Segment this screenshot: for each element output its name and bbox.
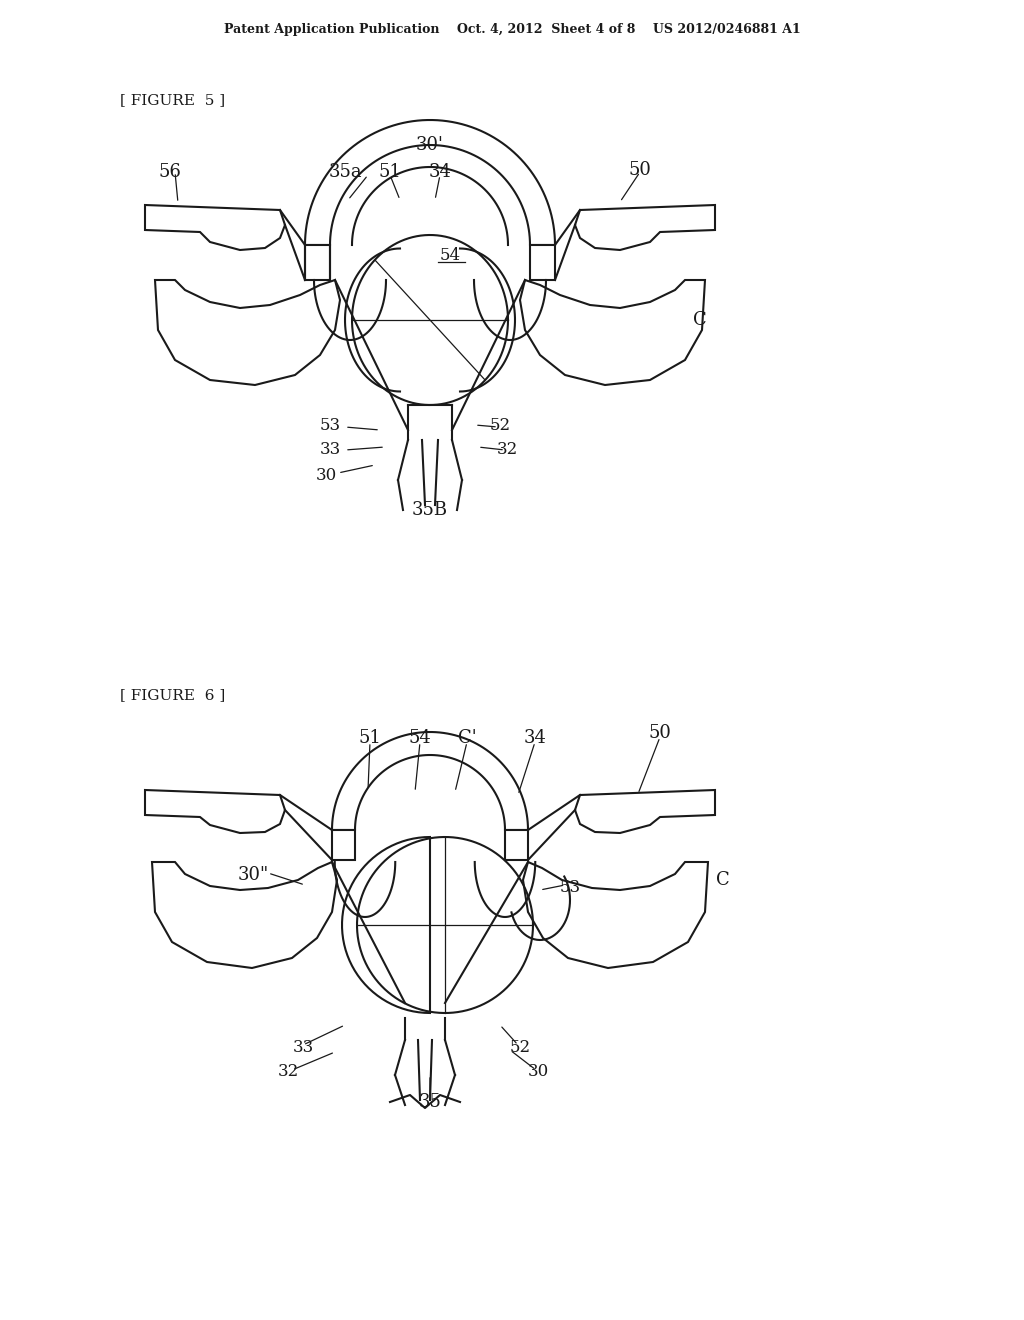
Polygon shape bbox=[155, 280, 340, 385]
Polygon shape bbox=[523, 862, 708, 968]
Polygon shape bbox=[520, 280, 705, 385]
Text: 56: 56 bbox=[159, 162, 181, 181]
Text: 35: 35 bbox=[419, 1093, 441, 1111]
Text: 50: 50 bbox=[629, 161, 651, 180]
Text: 34: 34 bbox=[429, 162, 452, 181]
Polygon shape bbox=[152, 862, 337, 968]
Text: 35a: 35a bbox=[328, 162, 361, 181]
Text: C: C bbox=[716, 871, 730, 888]
Text: 54: 54 bbox=[409, 729, 431, 747]
Polygon shape bbox=[305, 120, 555, 246]
Text: 32: 32 bbox=[497, 441, 517, 458]
Polygon shape bbox=[332, 830, 355, 861]
Text: C: C bbox=[693, 312, 707, 329]
Text: 35B: 35B bbox=[412, 502, 449, 519]
Polygon shape bbox=[575, 205, 715, 249]
Text: 53: 53 bbox=[559, 879, 581, 896]
Polygon shape bbox=[342, 837, 430, 1012]
Polygon shape bbox=[505, 830, 528, 861]
Text: 51: 51 bbox=[379, 162, 401, 181]
Text: 51: 51 bbox=[358, 729, 381, 747]
Polygon shape bbox=[305, 246, 330, 280]
Text: 30': 30' bbox=[416, 136, 444, 154]
Text: [ FIGURE  5 ]: [ FIGURE 5 ] bbox=[120, 92, 225, 107]
Text: Patent Application Publication    Oct. 4, 2012  Sheet 4 of 8    US 2012/0246881 : Patent Application Publication Oct. 4, 2… bbox=[223, 24, 801, 37]
Text: [ FIGURE  6 ]: [ FIGURE 6 ] bbox=[120, 688, 225, 702]
Text: 33: 33 bbox=[319, 441, 341, 458]
Polygon shape bbox=[145, 789, 285, 833]
Text: C': C' bbox=[458, 729, 476, 747]
Polygon shape bbox=[530, 246, 555, 280]
Text: 53: 53 bbox=[319, 417, 341, 433]
Text: 32: 32 bbox=[278, 1064, 299, 1081]
Polygon shape bbox=[332, 733, 528, 830]
Text: 33: 33 bbox=[293, 1040, 313, 1056]
Polygon shape bbox=[575, 789, 715, 833]
Text: 30: 30 bbox=[527, 1064, 549, 1081]
Text: 30": 30" bbox=[238, 866, 268, 884]
Text: 52: 52 bbox=[509, 1040, 530, 1056]
Text: 50: 50 bbox=[648, 723, 672, 742]
Text: 52: 52 bbox=[489, 417, 511, 433]
Text: 30: 30 bbox=[315, 466, 337, 483]
Polygon shape bbox=[145, 205, 285, 249]
Text: 54: 54 bbox=[439, 247, 461, 264]
Text: 34: 34 bbox=[523, 729, 547, 747]
